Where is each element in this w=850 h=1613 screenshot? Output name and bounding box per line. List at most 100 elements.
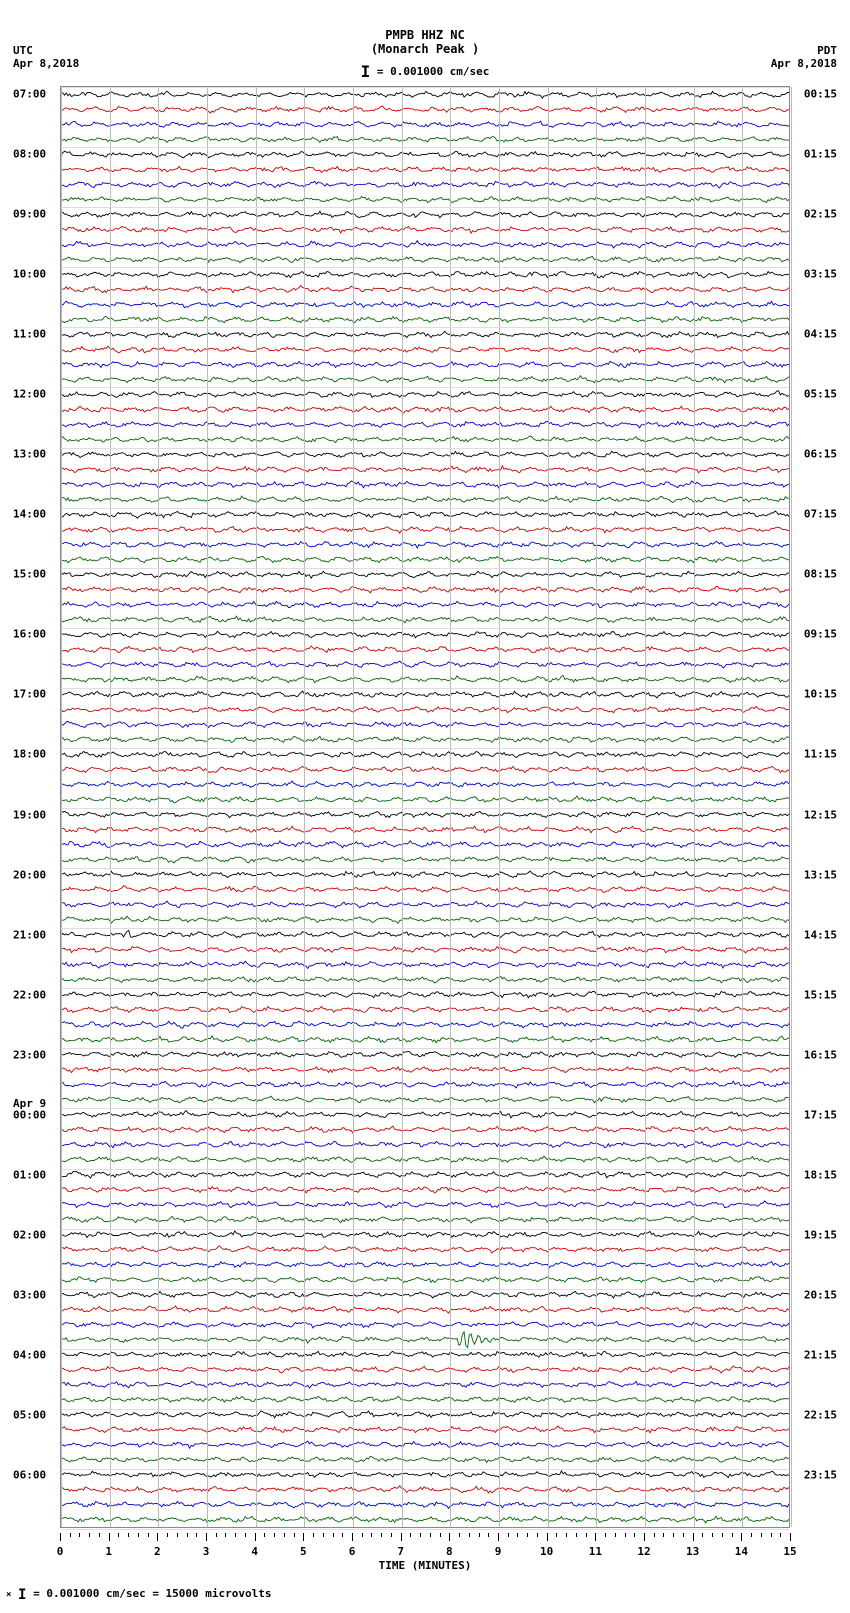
x-tick-minor	[663, 1533, 664, 1537]
x-tick-minor	[381, 1533, 382, 1537]
seismic-trace	[61, 361, 789, 367]
right-hour-label: 13:15	[804, 868, 837, 881]
x-tick-minor	[722, 1533, 723, 1537]
left-hour-label: 23:00	[13, 1048, 46, 1061]
x-tick-minor	[391, 1533, 392, 1537]
grid-vertical	[742, 87, 743, 1527]
grid-horizontal	[61, 147, 789, 148]
x-tick-minor	[508, 1533, 509, 1537]
seismic-trace	[61, 1142, 789, 1148]
seismic-trace	[61, 841, 789, 848]
seismic-trace	[61, 930, 789, 937]
x-tick	[741, 1533, 742, 1541]
x-tick-minor	[148, 1533, 149, 1537]
seismic-trace	[61, 571, 789, 578]
grid-horizontal	[61, 688, 789, 689]
x-tick-label: 15	[783, 1545, 796, 1558]
grid-horizontal	[61, 868, 789, 869]
seismic-trace	[61, 196, 789, 202]
x-tick-minor	[625, 1533, 626, 1537]
x-tick-minor	[673, 1533, 674, 1537]
seismic-trace	[61, 451, 789, 457]
grid-horizontal	[61, 748, 789, 749]
seismic-trace	[61, 601, 789, 608]
seismic-trace	[61, 556, 789, 562]
right-hour-label: 10:15	[804, 688, 837, 701]
seismic-trace	[61, 1036, 789, 1043]
right-date: Apr 8,2018	[771, 57, 837, 70]
grid-vertical	[402, 87, 403, 1527]
right-hour-label: 16:15	[804, 1048, 837, 1061]
grid-horizontal	[61, 327, 789, 328]
seismic-trace	[61, 391, 789, 398]
seismic-trace	[61, 1471, 789, 1478]
seismic-trace	[61, 1291, 789, 1297]
x-tick-label: 11	[589, 1545, 602, 1558]
x-tick-minor	[167, 1533, 168, 1537]
seismic-trace	[61, 631, 789, 637]
seismic-trace	[61, 285, 789, 292]
seismic-trace	[61, 1332, 789, 1348]
x-tick-minor	[118, 1533, 119, 1537]
right-hour-label: 18:15	[804, 1169, 837, 1182]
seismic-trace	[61, 901, 789, 908]
x-tick-minor	[517, 1533, 518, 1537]
x-tick-label: 9	[495, 1545, 502, 1558]
left-hour-label: 14:00	[13, 508, 46, 521]
seismic-trace	[61, 1441, 789, 1448]
seismic-trace	[61, 256, 789, 262]
x-tick-minor	[479, 1533, 480, 1537]
seismic-trace	[61, 226, 789, 233]
x-tick	[449, 1533, 450, 1541]
left-hour-label: 09:00	[13, 207, 46, 220]
x-tick-minor	[410, 1533, 411, 1537]
x-tick-minor	[459, 1533, 460, 1537]
x-tick-label: 0	[57, 1545, 64, 1558]
seismic-trace	[61, 1426, 789, 1433]
left-hour-label: 19:00	[13, 808, 46, 821]
seismic-trace	[61, 1381, 789, 1387]
left-hour-label: 06:00	[13, 1469, 46, 1482]
seismic-trace	[61, 211, 789, 217]
seismic-trace	[61, 857, 789, 863]
left-date: Apr 8,2018	[13, 57, 79, 70]
x-tick-minor	[362, 1533, 363, 1537]
x-tick-minor	[89, 1533, 90, 1537]
seismic-trace	[61, 916, 789, 923]
seismic-trace	[61, 541, 789, 548]
grid-vertical	[596, 87, 597, 1527]
seismic-trace	[61, 706, 789, 712]
x-tick-minor	[79, 1533, 80, 1537]
right-tz: PDT	[771, 44, 837, 57]
x-tick-minor	[780, 1533, 781, 1537]
left-tz: UTC	[13, 44, 79, 57]
grid-vertical	[353, 87, 354, 1527]
seismic-trace	[61, 121, 789, 127]
grid-horizontal	[61, 508, 789, 509]
x-tick	[547, 1533, 548, 1541]
x-tick-minor	[235, 1533, 236, 1537]
seismic-trace	[61, 301, 789, 308]
right-hour-label: 04:15	[804, 327, 837, 340]
right-hour-label: 05:15	[804, 387, 837, 400]
x-tick-minor	[177, 1533, 178, 1537]
x-tick-minor	[702, 1533, 703, 1537]
x-tick-minor	[128, 1533, 129, 1537]
grid-horizontal	[61, 1469, 789, 1470]
seismic-trace	[61, 826, 789, 833]
right-hour-label: 06:15	[804, 448, 837, 461]
seismic-trace	[61, 947, 789, 953]
x-tick-minor	[138, 1533, 139, 1537]
seismic-trace	[61, 1516, 789, 1523]
grid-horizontal	[61, 207, 789, 208]
x-tick-minor	[430, 1533, 431, 1537]
x-tick-minor	[371, 1533, 372, 1537]
seismic-trace	[61, 1111, 789, 1118]
seismic-trace	[61, 796, 789, 803]
seismic-trace	[61, 751, 789, 757]
right-hour-label: 11:15	[804, 748, 837, 761]
seismic-trace	[61, 346, 789, 353]
grid-horizontal	[61, 1529, 789, 1530]
x-tick	[303, 1533, 304, 1541]
grid-vertical	[694, 87, 695, 1527]
